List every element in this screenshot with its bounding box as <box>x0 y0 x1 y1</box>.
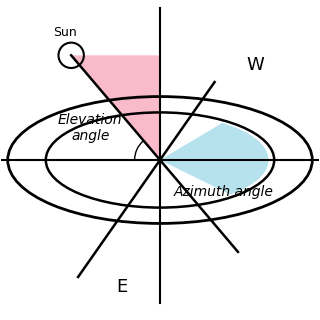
Text: Elevation
angle: Elevation angle <box>58 113 123 143</box>
Text: Azimuth angle: Azimuth angle <box>173 185 273 199</box>
Text: E: E <box>116 278 128 296</box>
Polygon shape <box>160 123 268 195</box>
Text: Sun: Sun <box>53 27 77 39</box>
Polygon shape <box>71 55 160 160</box>
Text: W: W <box>246 56 264 74</box>
